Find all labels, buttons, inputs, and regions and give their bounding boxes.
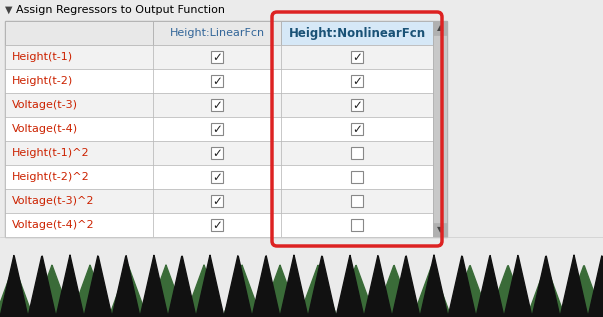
Text: Height:LinearFcn: Height:LinearFcn: [169, 28, 265, 38]
Text: ✓: ✓: [212, 51, 222, 64]
Text: ✓: ✓: [212, 75, 222, 88]
Bar: [153, 69, 281, 93]
Bar: [5, 117, 153, 141]
Bar: [5, 69, 153, 93]
Bar: [153, 165, 281, 189]
Bar: [351, 219, 363, 231]
Text: Voltage(t-4): Voltage(t-4): [12, 124, 78, 134]
Text: ✓: ✓: [212, 195, 222, 208]
Bar: [153, 117, 281, 141]
Bar: [5, 45, 153, 69]
Bar: [281, 69, 433, 93]
Text: ✓: ✓: [352, 99, 362, 112]
Bar: [281, 93, 433, 117]
Bar: [351, 171, 363, 183]
Text: Height(t-1): Height(t-1): [12, 52, 73, 62]
Bar: [211, 171, 223, 183]
Text: Height:NonlinearFcn: Height:NonlinearFcn: [288, 27, 426, 40]
Text: Assign Regressors to Output Function: Assign Regressors to Output Function: [16, 5, 225, 15]
Bar: [211, 123, 223, 135]
Bar: [433, 21, 447, 35]
Bar: [211, 147, 223, 159]
Text: Height(t-1)^2: Height(t-1)^2: [12, 148, 90, 158]
Text: Voltage(t-4)^2: Voltage(t-4)^2: [12, 220, 95, 230]
Bar: [5, 21, 153, 45]
Bar: [281, 213, 433, 237]
Text: Voltage(t-3)^2: Voltage(t-3)^2: [12, 196, 95, 206]
Bar: [351, 195, 363, 207]
Bar: [351, 51, 363, 63]
Text: ▼: ▼: [437, 225, 443, 235]
Bar: [153, 189, 281, 213]
Bar: [211, 51, 223, 63]
Text: ✓: ✓: [352, 51, 362, 64]
Bar: [153, 45, 281, 69]
Text: ✓: ✓: [352, 75, 362, 88]
Bar: [211, 99, 223, 111]
Text: Voltage(t-3): Voltage(t-3): [12, 100, 78, 110]
Bar: [5, 93, 153, 117]
Text: ✓: ✓: [212, 147, 222, 160]
Text: ✓: ✓: [212, 171, 222, 184]
Bar: [351, 99, 363, 111]
Bar: [5, 21, 447, 237]
Text: ✓: ✓: [212, 123, 222, 136]
Bar: [281, 21, 433, 45]
Bar: [211, 75, 223, 87]
Bar: [0, 0, 603, 20]
Bar: [5, 213, 153, 237]
Text: ✓: ✓: [212, 99, 222, 112]
Text: ▼: ▼: [5, 5, 13, 15]
Bar: [153, 213, 281, 237]
Bar: [153, 141, 281, 165]
Text: ✓: ✓: [212, 219, 222, 232]
Bar: [5, 165, 153, 189]
Bar: [281, 117, 433, 141]
Bar: [281, 45, 433, 69]
Text: Height(t-2)^2: Height(t-2)^2: [12, 172, 90, 182]
Bar: [5, 141, 153, 165]
Bar: [5, 189, 153, 213]
Bar: [211, 195, 223, 207]
Bar: [351, 123, 363, 135]
Bar: [281, 189, 433, 213]
Bar: [281, 141, 433, 165]
Bar: [351, 75, 363, 87]
Bar: [211, 219, 223, 231]
Bar: [433, 223, 447, 237]
Text: ✓: ✓: [352, 123, 362, 136]
Bar: [153, 21, 281, 45]
Bar: [281, 165, 433, 189]
Bar: [433, 21, 447, 237]
Bar: [153, 93, 281, 117]
Bar: [351, 147, 363, 159]
Text: Height(t-2): Height(t-2): [12, 76, 73, 86]
Text: ▲: ▲: [437, 23, 443, 33]
